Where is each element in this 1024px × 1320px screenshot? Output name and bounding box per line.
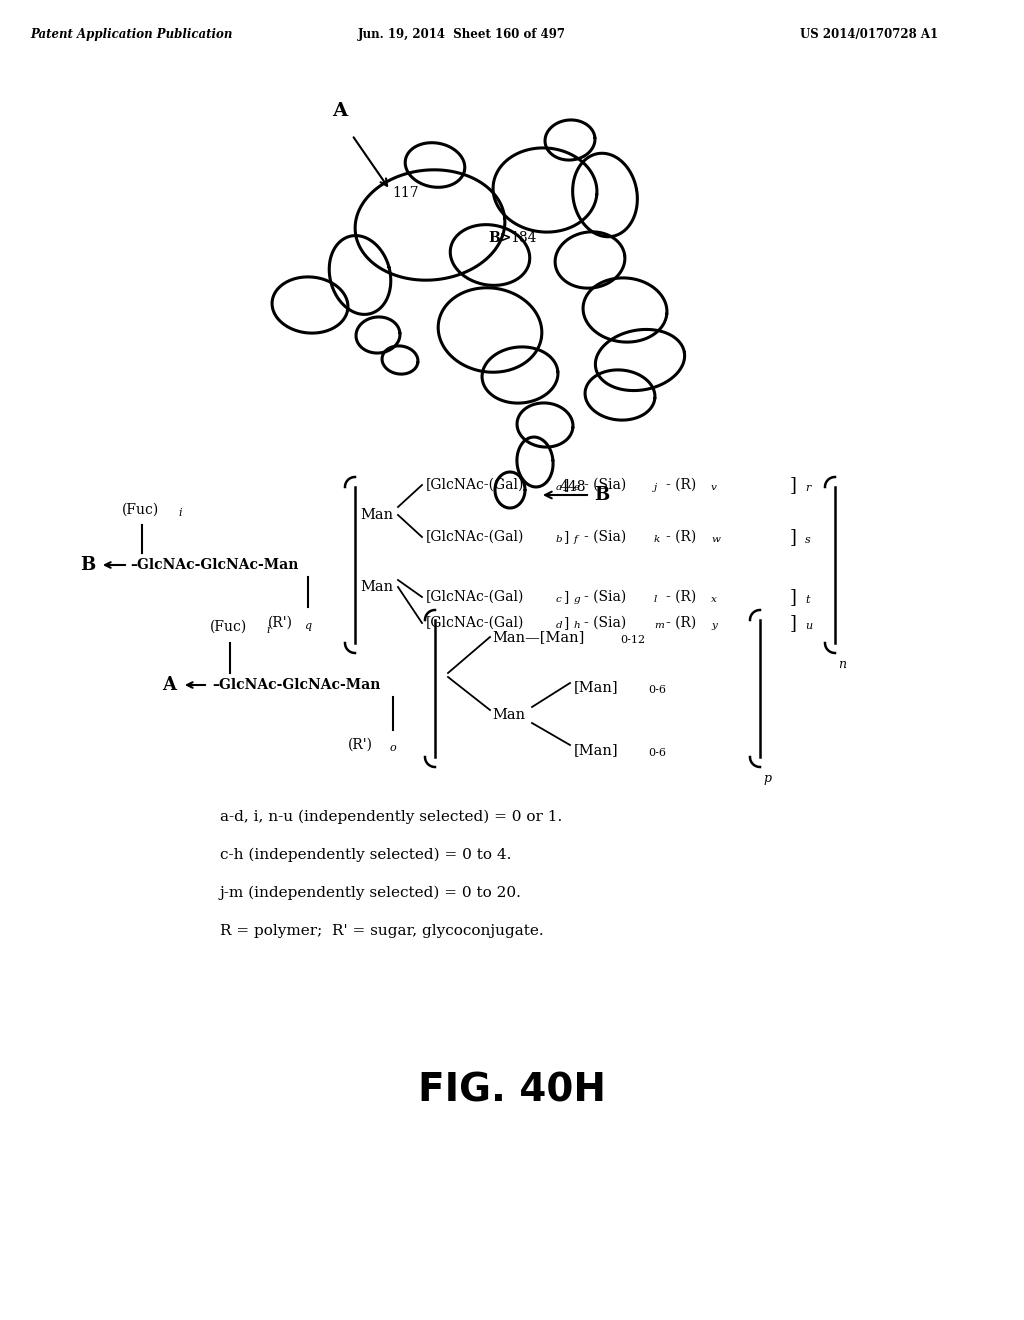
Text: e: e [574, 483, 581, 492]
Text: B: B [80, 556, 95, 574]
Text: [GlcNAc-(Gal): [GlcNAc-(Gal) [426, 478, 524, 492]
Text: h: h [574, 620, 581, 630]
Text: FIG. 40H: FIG. 40H [418, 1071, 606, 1109]
Text: w: w [711, 535, 720, 544]
Text: - (Sia): - (Sia) [584, 478, 627, 492]
Text: d: d [556, 620, 562, 630]
Text: i: i [178, 508, 181, 517]
Text: - (Sia): - (Sia) [584, 590, 627, 605]
Text: ]: ] [790, 587, 797, 606]
Text: [Man]: [Man] [574, 680, 618, 694]
Text: [GlcNAc-(Gal): [GlcNAc-(Gal) [426, 531, 524, 544]
Text: ]: ] [564, 478, 569, 492]
Text: n: n [838, 657, 846, 671]
Text: A: A [332, 102, 347, 120]
Text: R = polymer;  R' = sugar, glycoconjugate.: R = polymer; R' = sugar, glycoconjugate. [220, 924, 544, 939]
Text: m: m [654, 620, 664, 630]
Text: ]: ] [564, 590, 569, 605]
Text: Jun. 19, 2014  Sheet 160 of 497: Jun. 19, 2014 Sheet 160 of 497 [358, 28, 566, 41]
Text: 448: 448 [560, 480, 587, 494]
Text: ]: ] [564, 616, 569, 630]
Text: i: i [266, 624, 269, 635]
Text: ]: ] [564, 531, 569, 544]
Text: Man—[Man]: Man—[Man] [492, 630, 585, 644]
Text: –GlcNAc-GlcNAc-Man: –GlcNAc-GlcNAc-Man [212, 678, 380, 692]
Text: x: x [711, 595, 717, 605]
Text: - (Sia): - (Sia) [584, 531, 627, 544]
Text: c-h (independently selected) = 0 to 4.: c-h (independently selected) = 0 to 4. [220, 847, 511, 862]
Text: ]: ] [790, 614, 797, 632]
Text: (R'): (R') [268, 616, 293, 630]
Text: (Fuc): (Fuc) [210, 620, 247, 634]
Text: –GlcNAc-GlcNAc-Man: –GlcNAc-GlcNAc-Man [130, 558, 298, 572]
Text: a: a [556, 483, 562, 492]
Text: 117: 117 [392, 186, 419, 201]
Text: o: o [390, 743, 396, 752]
Text: j: j [654, 483, 657, 492]
Text: Man: Man [492, 708, 525, 722]
Text: Patent Application Publication: Patent Application Publication [30, 28, 232, 41]
Text: u: u [805, 620, 812, 631]
Text: - (R): - (R) [666, 590, 696, 605]
Text: B: B [594, 486, 609, 504]
Text: q: q [304, 620, 311, 631]
Text: 0-12: 0-12 [620, 635, 645, 645]
Text: - (R): - (R) [666, 531, 696, 544]
Text: [GlcNAc-(Gal): [GlcNAc-(Gal) [426, 616, 524, 630]
Text: b: b [556, 535, 562, 544]
Text: k: k [654, 535, 660, 544]
Text: 0-6: 0-6 [648, 748, 666, 758]
Text: p: p [763, 772, 771, 785]
Text: [GlcNAc-(Gal): [GlcNAc-(Gal) [426, 590, 524, 605]
Text: ]: ] [790, 477, 797, 494]
Text: j-m (independently selected) = 0 to 20.: j-m (independently selected) = 0 to 20. [220, 886, 522, 900]
Text: 0-6: 0-6 [648, 685, 666, 696]
Text: [Man]: [Man] [574, 743, 618, 756]
Text: r: r [805, 483, 810, 492]
Text: US 2014/0170728 A1: US 2014/0170728 A1 [800, 28, 938, 41]
Text: g: g [574, 595, 581, 605]
Text: - (R): - (R) [666, 616, 696, 630]
Text: v: v [711, 483, 717, 492]
Text: c: c [556, 595, 562, 605]
Text: l: l [654, 595, 657, 605]
Text: f: f [574, 535, 578, 544]
Text: 184: 184 [510, 231, 537, 246]
Text: (R'): (R') [348, 738, 373, 752]
Text: t: t [805, 595, 810, 605]
Text: - (R): - (R) [666, 478, 696, 492]
Text: Man: Man [360, 508, 393, 521]
Text: (Fuc): (Fuc) [122, 503, 160, 517]
Text: - (Sia): - (Sia) [584, 616, 627, 630]
Text: s: s [805, 535, 811, 545]
Text: a-d, i, n-u (independently selected) = 0 or 1.: a-d, i, n-u (independently selected) = 0… [220, 810, 562, 825]
Text: A: A [162, 676, 176, 694]
Text: Man: Man [360, 579, 393, 594]
Text: y: y [711, 620, 717, 630]
Text: ]: ] [790, 528, 797, 546]
Text: B>: B> [488, 231, 511, 246]
